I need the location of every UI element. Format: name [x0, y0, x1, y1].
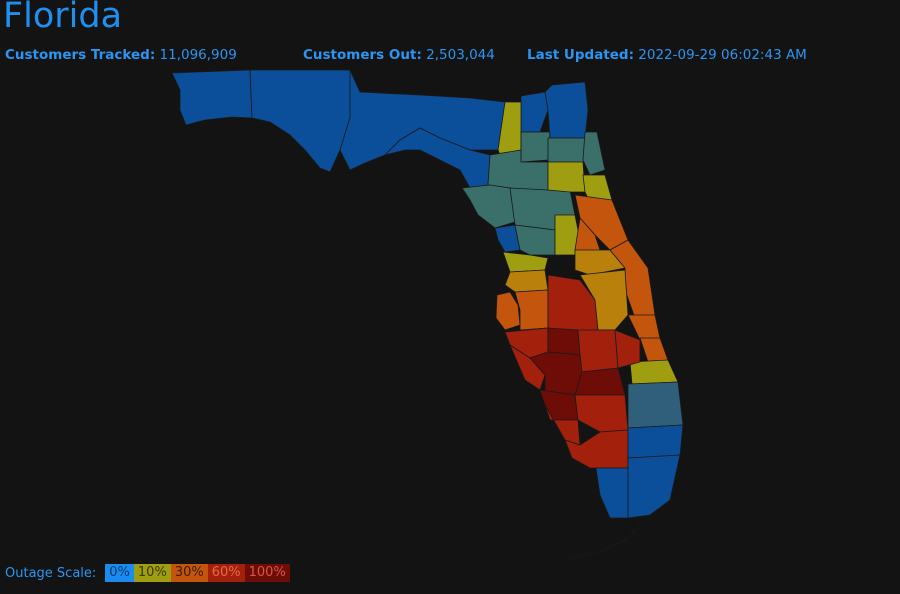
legend-swatch-10: 10% — [133, 564, 171, 582]
legend-swatch-0: 0% — [105, 564, 134, 582]
county-pasco[interactable] — [504, 269, 549, 293]
county-jacksonville[interactable] — [544, 81, 589, 139]
legend-swatch-60: 60% — [207, 564, 245, 582]
county-st-johns[interactable] — [582, 131, 606, 176]
customers-tracked-value: 11,096,909 — [159, 47, 237, 63]
page-title: Florida — [3, 0, 123, 36]
customers-out-stat: Customers Out: 2,503,044 — [303, 47, 495, 63]
county-lee[interactable] — [544, 404, 581, 446]
county-glades[interactable] — [574, 367, 626, 396]
outage-scale-label: Outage Scale: — [5, 565, 97, 581]
county-hillsborough[interactable] — [514, 289, 549, 331]
outage-scale-legend: Outage Scale: 0% 10% 30% 60% 100% — [5, 564, 290, 582]
customers-tracked-stat: Customers Tracked: 11,096,909 — [5, 47, 237, 63]
county-citrus[interactable] — [494, 224, 521, 253]
county-sarasota[interactable] — [509, 343, 546, 391]
county-hendry[interactable] — [574, 394, 629, 433]
county-palm-beach[interactable] — [627, 381, 684, 429]
county-north-central-east[interactable] — [520, 91, 549, 133]
county-monroe-mainland[interactable] — [595, 467, 629, 519]
customers-tracked-label: Customers Tracked: — [5, 47, 156, 63]
county-baker-union[interactable] — [520, 131, 551, 163]
county-hernando[interactable] — [502, 251, 549, 273]
last-updated-value: 2022-09-29 06:02:43 AM — [638, 47, 807, 63]
legend-swatch-30: 30% — [170, 564, 208, 582]
last-updated-label: Last Updated: — [527, 47, 634, 63]
last-updated-stat: Last Updated: 2022-09-29 06:02:43 AM — [527, 47, 807, 63]
customers-out-label: Customers Out: — [303, 47, 422, 63]
county-highlands[interactable] — [577, 329, 619, 373]
county-levy[interactable] — [461, 184, 516, 229]
county-orange[interactable] — [574, 249, 626, 276]
county-broward[interactable] — [627, 424, 684, 459]
county-florida-keys[interactable] — [564, 524, 641, 561]
county-panhandle-west[interactable] — [171, 69, 253, 126]
county-st-lucie[interactable] — [639, 337, 669, 363]
county-manatee[interactable] — [504, 327, 549, 359]
county-putnam[interactable] — [547, 161, 586, 193]
county-hardee[interactable] — [547, 327, 581, 356]
county-sumter-lake[interactable] — [514, 224, 556, 256]
legend-swatch-100: 100% — [244, 564, 290, 582]
county-martin[interactable] — [629, 359, 679, 385]
county-miami-dade[interactable] — [627, 454, 681, 519]
customers-out-value: 2,503,044 — [426, 47, 495, 63]
county-charlotte[interactable] — [539, 389, 579, 421]
county-indian-river[interactable] — [627, 314, 661, 341]
county-okeechobee[interactable] — [614, 329, 641, 369]
